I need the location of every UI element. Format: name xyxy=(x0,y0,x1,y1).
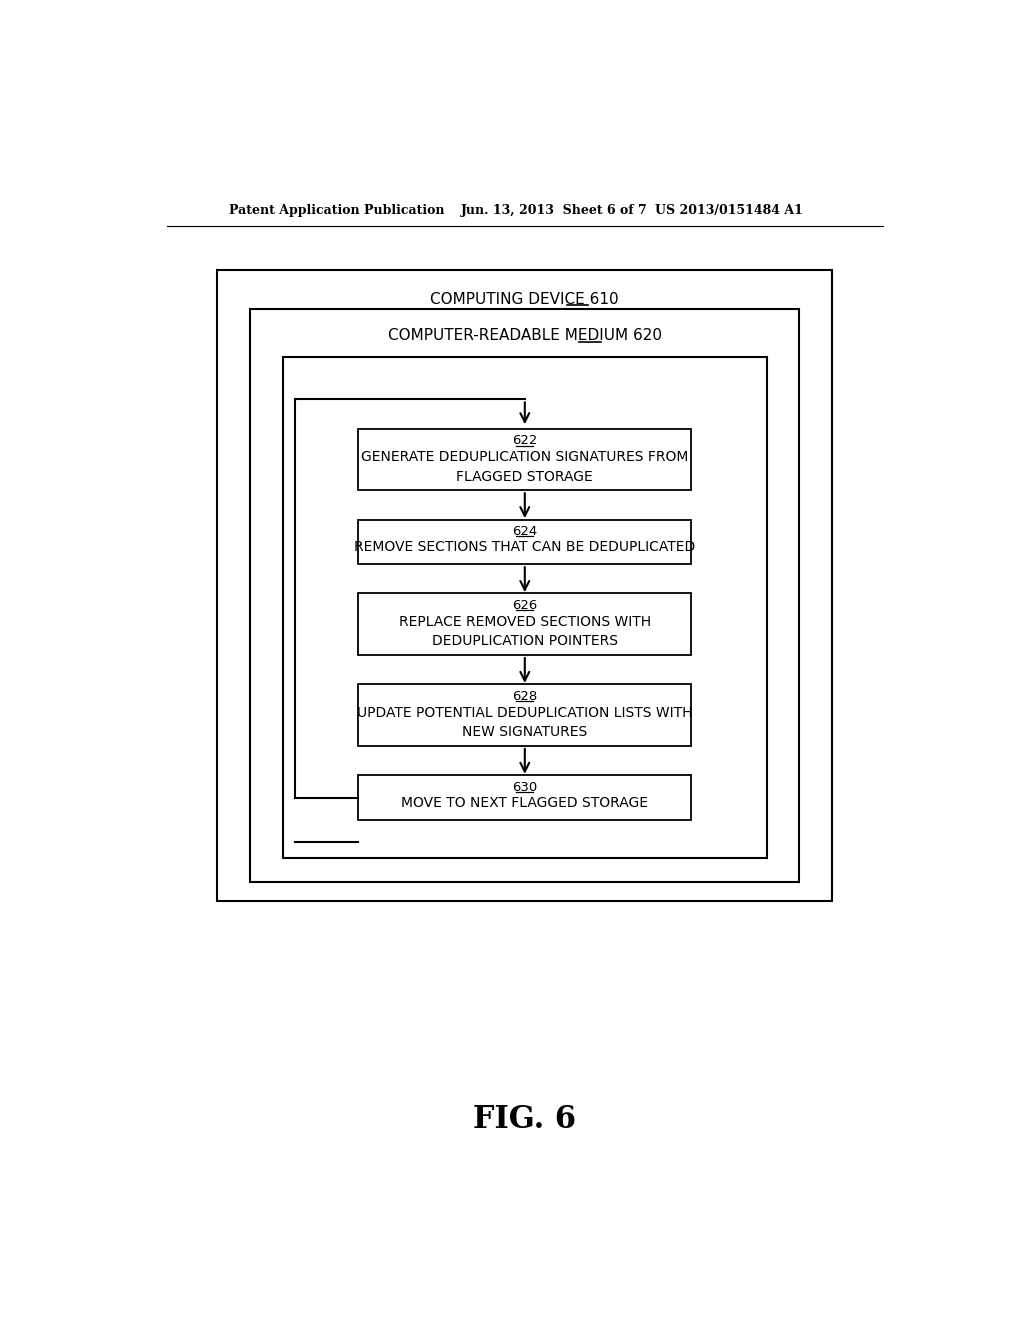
Text: Jun. 13, 2013  Sheet 6 of 7: Jun. 13, 2013 Sheet 6 of 7 xyxy=(461,205,648,218)
Text: 624: 624 xyxy=(512,525,538,539)
Bar xyxy=(358,520,691,564)
Text: 622: 622 xyxy=(512,434,538,447)
Text: COMPUTER-READABLE MEDIUM 620: COMPUTER-READABLE MEDIUM 620 xyxy=(388,327,662,343)
Text: Patent Application Publication: Patent Application Publication xyxy=(228,205,444,218)
Bar xyxy=(283,358,767,858)
Bar xyxy=(251,309,799,882)
Text: UPDATE POTENTIAL DEDUPLICATION LISTS WITH
NEW SIGNATURES: UPDATE POTENTIAL DEDUPLICATION LISTS WIT… xyxy=(357,706,692,739)
Text: MOVE TO NEXT FLAGGED STORAGE: MOVE TO NEXT FLAGGED STORAGE xyxy=(401,796,648,810)
Text: US 2013/0151484 A1: US 2013/0151484 A1 xyxy=(655,205,803,218)
Text: 628: 628 xyxy=(512,690,538,704)
Bar xyxy=(358,684,691,746)
Text: GENERATE DEDUPLICATION SIGNATURES FROM
FLAGGED STORAGE: GENERATE DEDUPLICATION SIGNATURES FROM F… xyxy=(361,450,688,483)
Text: REPLACE REMOVED SECTIONS WITH
DEDUPLICATION POINTERS: REPLACE REMOVED SECTIONS WITH DEDUPLICAT… xyxy=(398,615,651,648)
Text: REMOVE SECTIONS THAT CAN BE DEDUPLICATED: REMOVE SECTIONS THAT CAN BE DEDUPLICATED xyxy=(354,540,695,554)
Bar xyxy=(358,429,691,490)
Text: 630: 630 xyxy=(512,781,538,795)
Bar xyxy=(358,775,691,820)
Bar xyxy=(358,594,691,655)
Text: FIG. 6: FIG. 6 xyxy=(473,1104,577,1135)
Text: COMPUTING DEVICE 610: COMPUTING DEVICE 610 xyxy=(430,292,620,306)
Text: 626: 626 xyxy=(512,599,538,612)
Bar xyxy=(217,271,833,902)
